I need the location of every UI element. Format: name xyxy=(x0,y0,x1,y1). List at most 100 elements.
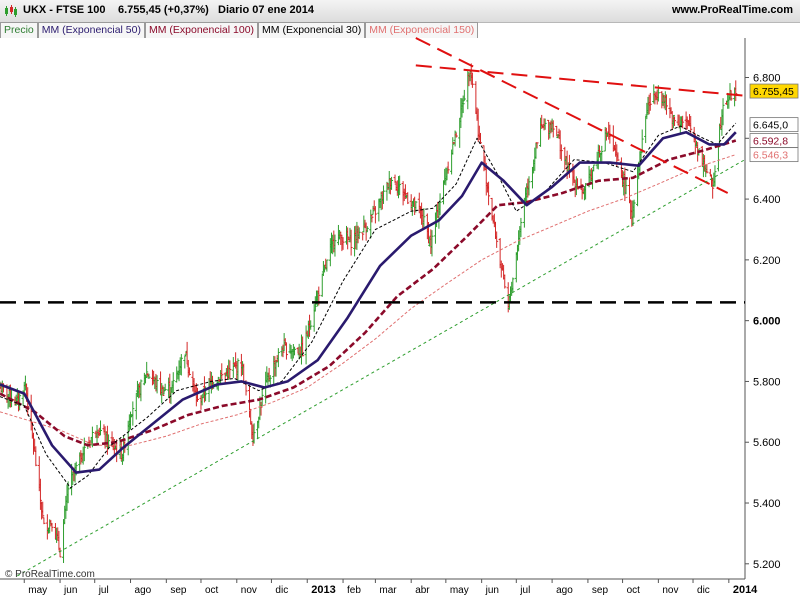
period-date: Diario 07 ene 2014 xyxy=(218,4,315,16)
price-bar xyxy=(107,434,111,450)
price-bar xyxy=(462,89,466,102)
price-bar xyxy=(131,401,135,426)
price-bar xyxy=(361,232,365,241)
ema-line xyxy=(0,130,737,474)
price-bar xyxy=(309,320,313,330)
price-bar xyxy=(624,177,628,195)
price-bar xyxy=(42,517,46,525)
legend-ema-150[interactable]: MM (Exponencial 150) xyxy=(365,22,479,39)
price-bar xyxy=(373,206,377,224)
price-bar xyxy=(333,234,337,257)
x-tick-label: abr xyxy=(415,585,430,596)
price-bar xyxy=(627,177,631,204)
trendline-support-ascending xyxy=(17,159,746,577)
price-bar xyxy=(438,193,442,216)
price-bar xyxy=(98,420,102,436)
price-bar xyxy=(187,367,191,376)
value-label-text: 6.592,8 xyxy=(753,135,788,147)
price-bar xyxy=(503,274,507,289)
legend-price[interactable]: Precio xyxy=(0,22,38,39)
price-bar xyxy=(487,181,491,206)
price-bar xyxy=(183,355,187,369)
price-bar xyxy=(38,478,42,510)
price-bar xyxy=(155,375,159,394)
x-tick-label: ago xyxy=(135,585,152,596)
price-bar xyxy=(453,130,457,147)
ema-line xyxy=(0,139,737,447)
price-bar xyxy=(478,132,482,145)
price-bar xyxy=(511,277,515,293)
price-bar xyxy=(454,132,458,138)
x-tick-label: mar xyxy=(379,585,397,596)
price-bar xyxy=(734,80,738,102)
price-bar xyxy=(276,348,280,368)
price-bar xyxy=(50,522,54,532)
price-bar xyxy=(470,72,474,88)
price-bar xyxy=(341,237,345,250)
price-bar xyxy=(357,227,361,240)
value-label-text: 6.645,0 xyxy=(753,120,788,132)
price-bar xyxy=(673,116,677,126)
price-bar xyxy=(301,336,305,357)
price-bar xyxy=(398,175,402,196)
price-bar xyxy=(576,178,580,190)
y-tick-label: 5.200 xyxy=(753,559,781,571)
price-bar xyxy=(163,383,167,392)
website-link[interactable]: www.ProRealTime.com xyxy=(671,4,793,16)
x-tick-label: dic xyxy=(275,585,288,596)
x-tick-label: oct xyxy=(627,585,641,596)
price-bar xyxy=(325,259,329,272)
y-tick-label: 6.800 xyxy=(753,73,781,85)
value-label-text: 6.755,45 xyxy=(753,86,794,98)
price-bar xyxy=(179,354,183,376)
price-bar xyxy=(171,372,175,394)
x-tick-label: nov xyxy=(241,585,257,596)
legend-ema-30[interactable]: MM (Exponencial 30) xyxy=(258,22,366,39)
price-bar xyxy=(664,94,668,115)
price-bar xyxy=(632,199,636,218)
price-bar xyxy=(616,152,620,162)
value-label-box xyxy=(749,117,799,133)
price-bar xyxy=(527,176,531,196)
ema-line xyxy=(0,154,736,446)
price-bar xyxy=(371,205,375,215)
x-tick-label: sep xyxy=(592,585,609,596)
y-tick-label: 5.400 xyxy=(753,498,781,510)
price-bar xyxy=(543,118,547,130)
y-tick-label: 6.200 xyxy=(753,255,781,267)
price-bar xyxy=(446,161,450,174)
price-bar xyxy=(79,450,83,465)
y-tick-label: 5.600 xyxy=(753,437,781,449)
x-tick-label: nov xyxy=(662,585,678,596)
price-bar xyxy=(293,346,297,356)
watermark: © ProRealTime.com xyxy=(5,569,95,580)
price-bar xyxy=(220,363,224,380)
x-tick-label: ago xyxy=(556,585,573,596)
price-bar xyxy=(461,95,465,114)
x-tick-label: 2014 xyxy=(733,584,758,596)
price-bar xyxy=(705,163,709,174)
price-bar xyxy=(713,165,717,187)
legend-ema-50[interactable]: MM (Exponencial 50) xyxy=(37,22,145,39)
price-bar xyxy=(729,89,733,101)
price-bar xyxy=(681,115,685,129)
price-bar xyxy=(406,192,410,205)
x-tick-label: jul xyxy=(519,585,530,596)
price-bar xyxy=(519,217,523,238)
price-bar xyxy=(390,176,394,190)
x-tick-label: jun xyxy=(485,585,499,596)
price-bar xyxy=(228,360,232,380)
trendline-channel-descending xyxy=(415,37,729,194)
plot-area xyxy=(0,38,745,579)
price-bar xyxy=(18,393,22,411)
candlestick-chart-icon xyxy=(5,5,17,17)
x-tick-label: jul xyxy=(98,585,109,596)
price-bar xyxy=(196,387,200,402)
value-label: 6.546,3 xyxy=(749,147,799,163)
price-bar xyxy=(365,226,369,233)
x-tick-label: oct xyxy=(205,585,219,596)
price-bar xyxy=(711,177,715,199)
price-bar xyxy=(274,360,278,377)
